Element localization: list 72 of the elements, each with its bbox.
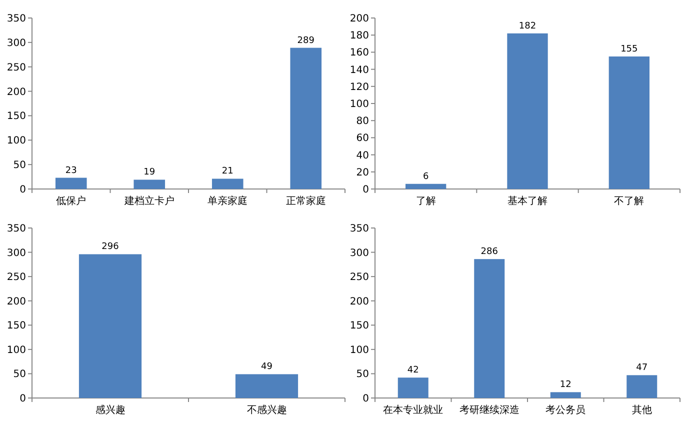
y-tick-label: 300 bbox=[6, 38, 26, 49]
y-tick-label: 200 bbox=[350, 14, 369, 24]
data-label: 49 bbox=[261, 362, 273, 372]
y-tick-label: 120 bbox=[350, 82, 369, 93]
bar bbox=[290, 48, 322, 189]
y-tick-label: 100 bbox=[6, 344, 26, 356]
data-label: 21 bbox=[222, 166, 234, 177]
x-tick-label: 感兴趣 bbox=[95, 404, 126, 416]
y-tick-label: 140 bbox=[350, 64, 369, 76]
y-tick-label: 100 bbox=[350, 344, 369, 356]
data-label: 19 bbox=[144, 168, 156, 178]
x-tick-label: 其他 bbox=[632, 404, 652, 416]
x-tick-label: 低保户 bbox=[56, 195, 86, 207]
x-tick-label: 不感兴趣 bbox=[246, 404, 287, 416]
bar bbox=[134, 180, 166, 189]
y-tick-label: 350 bbox=[350, 224, 369, 234]
y-tick-label: 250 bbox=[350, 272, 369, 284]
data-label: 182 bbox=[518, 21, 536, 32]
y-tick-label: 150 bbox=[6, 111, 26, 122]
y-tick-label: 100 bbox=[350, 99, 369, 110]
bar bbox=[406, 184, 446, 189]
y-tick-label: 200 bbox=[6, 296, 26, 308]
y-tick-label: 80 bbox=[356, 116, 369, 128]
y-tick-label: 0 bbox=[20, 184, 26, 196]
y-tick-label: 40 bbox=[356, 150, 369, 162]
y-tick-label: 100 bbox=[6, 136, 26, 147]
x-tick-label: 在本专业就业 bbox=[383, 404, 444, 416]
x-tick-label: 考研继续深造 bbox=[459, 404, 520, 416]
y-tick-label: 250 bbox=[6, 62, 26, 74]
y-tick-label: 50 bbox=[13, 160, 26, 172]
y-tick-label: 0 bbox=[362, 184, 369, 196]
y-tick-label: 300 bbox=[350, 248, 369, 259]
y-tick-label: 300 bbox=[6, 248, 26, 259]
data-label: 42 bbox=[407, 366, 419, 376]
y-tick-label: 0 bbox=[20, 394, 26, 404]
y-tick-label: 350 bbox=[6, 224, 26, 234]
x-tick-label: 建档立卡户 bbox=[123, 195, 174, 207]
y-tick-label: 60 bbox=[356, 133, 369, 144]
x-tick-label: 不了解 bbox=[614, 196, 644, 207]
y-tick-label: 160 bbox=[350, 48, 369, 59]
bar bbox=[507, 33, 548, 189]
y-tick-label: 200 bbox=[350, 296, 369, 308]
data-label: 12 bbox=[560, 380, 572, 390]
x-tick-label: 考公务员 bbox=[546, 404, 586, 416]
data-label: 155 bbox=[620, 44, 638, 54]
bar bbox=[55, 178, 87, 189]
y-tick-label: 50 bbox=[356, 369, 369, 380]
x-tick-label: 正常家庭 bbox=[286, 195, 326, 207]
bar bbox=[550, 392, 581, 398]
bar bbox=[398, 378, 428, 398]
bar bbox=[626, 375, 658, 398]
data-label: 23 bbox=[65, 166, 77, 176]
x-tick-label: 基本了解 bbox=[508, 195, 548, 207]
y-tick-label: 150 bbox=[350, 320, 369, 332]
bar bbox=[608, 56, 650, 189]
data-label: 286 bbox=[480, 247, 498, 258]
x-tick-label: 单亲家庭 bbox=[208, 195, 248, 207]
y-tick-label: 250 bbox=[6, 272, 26, 284]
y-tick-label: 20 bbox=[356, 167, 369, 178]
y-tick-label: 0 bbox=[362, 394, 369, 404]
bar bbox=[212, 178, 244, 189]
data-label: 289 bbox=[297, 36, 315, 46]
y-tick-label: 150 bbox=[6, 320, 26, 332]
data-label: 296 bbox=[102, 242, 120, 252]
x-tick-label: 了解 bbox=[416, 196, 436, 207]
data-label: 6 bbox=[422, 172, 429, 182]
y-tick-label: 180 bbox=[350, 30, 369, 42]
y-tick-label: 50 bbox=[13, 369, 26, 380]
bar bbox=[474, 259, 505, 398]
y-tick-label: 200 bbox=[6, 86, 26, 98]
y-tick-label: 350 bbox=[6, 14, 26, 24]
data-label: 47 bbox=[636, 363, 648, 374]
